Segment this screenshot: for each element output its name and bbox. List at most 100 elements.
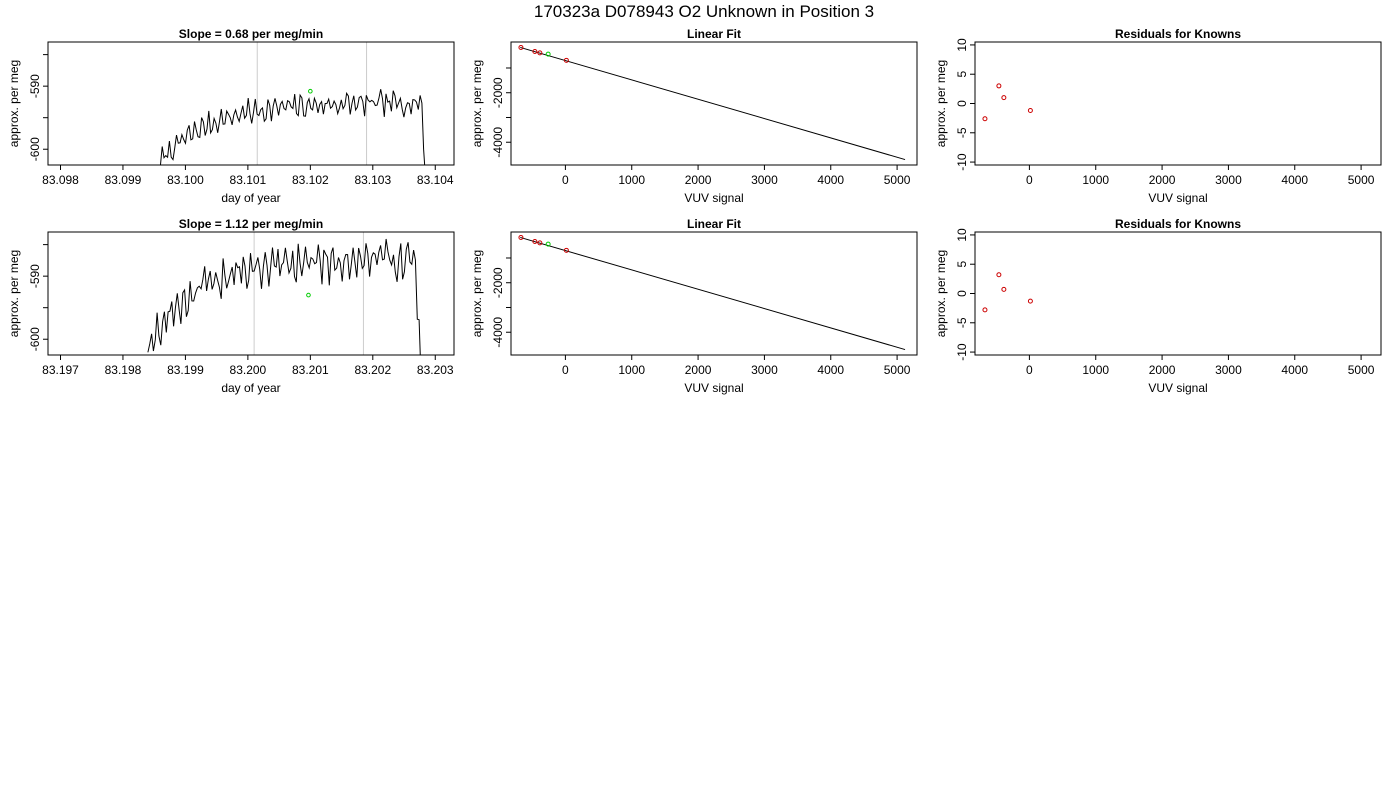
x-tick-label: 83.197 (42, 363, 79, 377)
data-point (996, 272, 1002, 278)
chart-panel-6: 0 1000 2000 3000 4000 5000 -10 -5 0 5 10 Residuals … (934, 217, 1382, 395)
y-axis-label: approx. per meg (7, 60, 21, 147)
plot-area (518, 234, 906, 351)
x-tick-label: 83.104 (417, 173, 454, 187)
x-tick-label: 83.201 (292, 363, 329, 377)
y-axis-label: approx. per meg (934, 250, 948, 337)
x-tick-label: 0 (562, 363, 569, 377)
x-tick-label: 3000 (1215, 173, 1242, 187)
data-point (982, 116, 988, 122)
y-axis-label: approx. per meg (470, 60, 484, 147)
x-tick-label: 0 (1026, 363, 1033, 377)
x-tick-label: 5000 (1348, 173, 1375, 187)
panel-title: Slope = 0.68 per meg/min (179, 27, 323, 41)
x-tick-label: 83.101 (230, 173, 267, 187)
data-point (518, 234, 524, 240)
y-tick-label: -5 (955, 317, 969, 328)
y-tick-label: -2000 (491, 77, 505, 108)
x-tick-label: 2000 (685, 363, 712, 377)
plot-area (982, 83, 1033, 122)
plot-frame (974, 41, 1382, 166)
x-tick-label: 1000 (618, 363, 645, 377)
y-tick-label: -10 (955, 153, 969, 171)
x-tick-label: 2000 (685, 173, 712, 187)
y-tick-label: -590 (28, 74, 42, 98)
x-tick-label: 4000 (1281, 173, 1308, 187)
x-tick-label: 83.200 (230, 363, 267, 377)
x-tick-label: 2000 (1149, 363, 1176, 377)
y-tick-label: -600 (28, 327, 42, 351)
y-tick-label: -4000 (491, 127, 505, 158)
y-tick-label: -10 (955, 343, 969, 361)
y-axis-label: approx. per meg (7, 250, 21, 337)
plot-area (147, 232, 421, 355)
y-tick-label: -2000 (491, 267, 505, 298)
chart-panel-4: 83.197 83.198 83.199 83.200 83.201 83.202 83.2… (7, 217, 455, 395)
x-tick-label: 0 (1026, 173, 1033, 187)
plot-frame (510, 41, 918, 166)
plot-frame (47, 41, 455, 166)
panel-title: Residuals for Knowns (1115, 217, 1241, 231)
x-tick-label: 83.203 (417, 363, 454, 377)
figure-title: 170323a D078943 O2 Unknown in Position 3 (534, 2, 874, 21)
unknown-point (545, 51, 551, 57)
x-tick-label: 0 (562, 173, 569, 187)
plot-area (159, 42, 426, 165)
data-point (1027, 298, 1033, 304)
x-tick-label: 3000 (751, 363, 778, 377)
y-tick-label: -5 (955, 127, 969, 138)
y-tick-label: -600 (28, 137, 42, 161)
panel-title: Residuals for Knowns (1115, 27, 1241, 41)
data-point (537, 240, 543, 246)
x-tick-label: 83.198 (105, 363, 142, 377)
x-tick-label: 5000 (884, 173, 911, 187)
x-tick-label: 83.100 (167, 173, 204, 187)
x-axis-label: day of year (221, 381, 280, 395)
time-series-line (159, 89, 426, 165)
unknown-marker (306, 292, 311, 298)
x-tick-label: 5000 (884, 363, 911, 377)
time-series-line (147, 238, 421, 355)
y-tick-label: 0 (955, 290, 969, 297)
data-point (532, 49, 538, 55)
x-tick-label: 4000 (817, 173, 844, 187)
unknown-marker (308, 88, 313, 94)
y-tick-label: 5 (955, 71, 969, 78)
x-tick-label: 1000 (1082, 173, 1109, 187)
x-tick-label: 2000 (1149, 173, 1176, 187)
data-point (518, 44, 524, 50)
chart-panel-5: 0 1000 2000 3000 4000 5000 -4000 -2000 Linear Fi… (470, 217, 918, 395)
plot-frame (974, 231, 1382, 356)
data-point (563, 57, 569, 63)
x-axis-label: day of year (221, 191, 280, 205)
x-tick-label: 3000 (751, 173, 778, 187)
y-axis-label: approx. per meg (470, 250, 484, 337)
panel-title: Linear Fit (687, 27, 741, 41)
y-axis-label: approx. per meg (934, 60, 948, 147)
fit-line (520, 46, 906, 161)
x-tick-label: 4000 (817, 363, 844, 377)
x-axis-label: VUV signal (1148, 381, 1207, 395)
unknown-point (545, 241, 551, 247)
chart-panel-2: 0 1000 2000 3000 4000 5000 -4000 -2000 Linear Fi… (470, 27, 918, 205)
data-point (996, 83, 1002, 89)
data-point (1027, 108, 1033, 114)
x-tick-label: 1000 (1082, 363, 1109, 377)
x-tick-label: 5000 (1348, 363, 1375, 377)
x-tick-label: 1000 (618, 173, 645, 187)
y-tick-label: 10 (955, 38, 969, 52)
data-point (532, 239, 538, 245)
plot-area (518, 44, 906, 161)
chart-panel-3: 0 1000 2000 3000 4000 5000 -10 -5 0 5 10 Residuals … (934, 27, 1382, 205)
x-tick-label: 83.199 (167, 363, 204, 377)
x-tick-label: 3000 (1215, 363, 1242, 377)
y-tick-label: 5 (955, 261, 969, 268)
plot-area (982, 272, 1033, 313)
panel-title: Linear Fit (687, 217, 741, 231)
y-tick-label: -4000 (491, 317, 505, 348)
x-tick-label: 83.202 (354, 363, 391, 377)
data-point (563, 247, 569, 253)
x-tick-label: 83.098 (42, 173, 79, 187)
panels: 83.098 83.099 83.100 83.101 83.102 83.103 83.1… (7, 27, 1382, 395)
